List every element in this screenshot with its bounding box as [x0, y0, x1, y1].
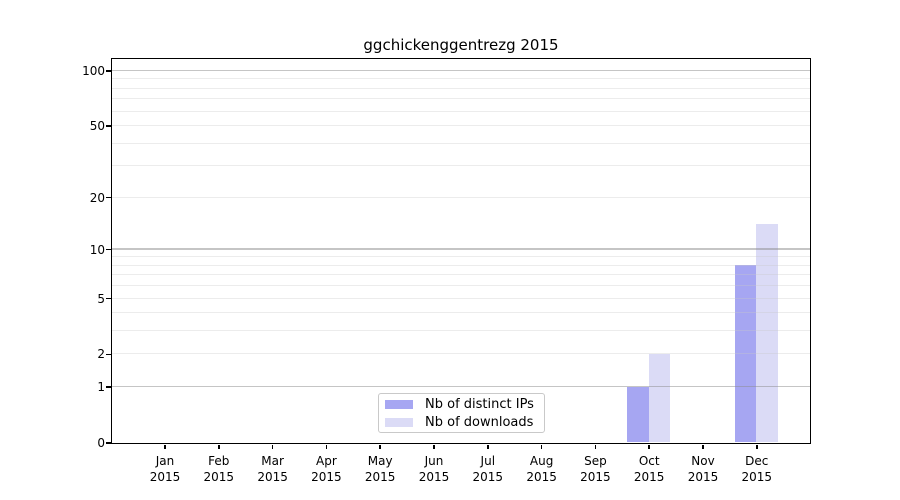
y-axis-tick-mark-1	[106, 386, 111, 388]
x-axis-tick-mark-jan	[164, 444, 166, 449]
x-axis-tick-mark-aug	[540, 444, 543, 449]
x-tick-year: 2015	[687, 470, 719, 484]
bar-nb-of-distinct-ips-dec	[734, 265, 757, 443]
y-axis-tick-label-10: 10	[89, 242, 105, 257]
y-axis-tick-mark-10	[106, 248, 111, 251]
x-axis-tick-label-may: May 2015	[348, 453, 412, 485]
x-tick-month: Sep	[584, 454, 607, 468]
x-axis-tick-label-nov: Nov 2015	[671, 453, 735, 485]
x-tick-month: Jun	[424, 454, 444, 468]
x-tick-month: Apr	[316, 454, 337, 468]
plot-area	[110, 57, 811, 444]
bar-nb-of-distinct-ips-oct	[627, 386, 649, 443]
y-axis-tick-label-100: 100	[82, 63, 105, 78]
bar-nb-of-downloads-dec	[756, 224, 778, 443]
x-tick-year: 2015	[472, 470, 504, 484]
x-axis-tick-label-sep: Sep 2015	[563, 453, 627, 485]
x-axis-tick-mark-mar	[271, 444, 274, 449]
x-axis-tick-label-aug: Aug 2015	[510, 453, 574, 485]
x-axis-tick-label-mar: Mar 2015	[241, 453, 305, 485]
chart-title: ggchickenggentrezg 2015	[363, 36, 559, 54]
x-tick-year: 2015	[364, 470, 396, 484]
x-axis-tick-label-jun: Jun 2015	[402, 453, 466, 485]
x-axis-tick-mark-jul	[487, 444, 489, 449]
legend-swatch-distinct-ips	[385, 399, 413, 409]
bar-nb-of-downloads-oct	[648, 353, 671, 443]
x-axis-tick-label-jan: Jan 2015	[133, 453, 197, 485]
x-tick-year: 2015	[203, 470, 235, 484]
x-axis-tick-mark-jun	[433, 444, 435, 449]
x-tick-month: Feb	[208, 454, 230, 468]
x-tick-month: Dec	[745, 454, 769, 468]
x-axis-tick-label-feb: Feb 2015	[187, 453, 251, 485]
x-tick-month: Jan	[155, 454, 175, 468]
y-axis-tick-label-5: 5	[97, 291, 105, 306]
x-axis-tick-mark-oct	[648, 444, 650, 449]
x-tick-month: Oct	[638, 454, 660, 468]
x-tick-month: Mar	[261, 454, 284, 468]
x-tick-year: 2015	[580, 470, 611, 484]
y-axis-tick-mark-20	[106, 196, 111, 199]
x-tick-month: Aug	[529, 454, 554, 468]
x-tick-year: 2015	[633, 470, 665, 484]
y-axis-tick-label-50: 50	[89, 119, 105, 134]
x-tick-year: 2015	[526, 470, 557, 484]
bar-layer	[112, 59, 810, 443]
x-axis-tick-label-jul: Jul 2015	[456, 453, 520, 485]
x-tick-month: Jul	[480, 454, 496, 468]
y-axis-tick-label-20: 20	[89, 190, 105, 205]
x-tick-year: 2015	[741, 470, 773, 484]
x-axis-tick-label-dec: Dec 2015	[725, 453, 789, 485]
y-axis-tick-label-0: 0	[97, 436, 105, 450]
x-axis-tick-mark-dec	[756, 444, 758, 449]
x-axis-tick-mark-apr	[325, 444, 328, 449]
y-axis-tick-label-2: 2	[97, 347, 105, 362]
x-axis-tick-mark-may	[379, 444, 381, 449]
legend-label-distinct-ips: Nb of distinct IPs	[425, 396, 534, 412]
x-axis-tick-mark-nov	[702, 444, 704, 449]
legend: Nb of distinct IPs Nb of downloads	[378, 393, 545, 433]
x-axis-tick-mark-feb	[218, 444, 220, 449]
y-axis-tick-label-1: 1	[97, 380, 105, 395]
y-axis-tick-mark-5	[106, 297, 111, 300]
y-axis-tick-mark-100	[106, 70, 111, 72]
x-tick-year: 2015	[149, 470, 181, 484]
legend-item-downloads: Nb of downloads	[379, 414, 544, 430]
x-axis-tick-label-oct: Oct 2015	[617, 453, 681, 485]
x-axis-tick-mark-sep	[594, 444, 597, 449]
x-tick-month: Nov	[691, 454, 715, 468]
x-tick-month: May	[367, 454, 393, 468]
x-tick-year: 2015	[257, 470, 288, 484]
x-axis-tick-label-apr: Apr 2015	[294, 453, 358, 485]
legend-swatch-downloads	[385, 417, 413, 427]
legend-item-distinct-ips: Nb of distinct IPs	[379, 396, 544, 412]
y-axis-tick-mark-50	[106, 125, 111, 127]
legend-label-downloads: Nb of downloads	[425, 414, 534, 430]
x-tick-year: 2015	[311, 470, 342, 484]
x-tick-year: 2015	[418, 470, 450, 484]
y-axis-tick-mark-0	[106, 442, 111, 444]
y-axis-tick-mark-2	[106, 353, 111, 356]
